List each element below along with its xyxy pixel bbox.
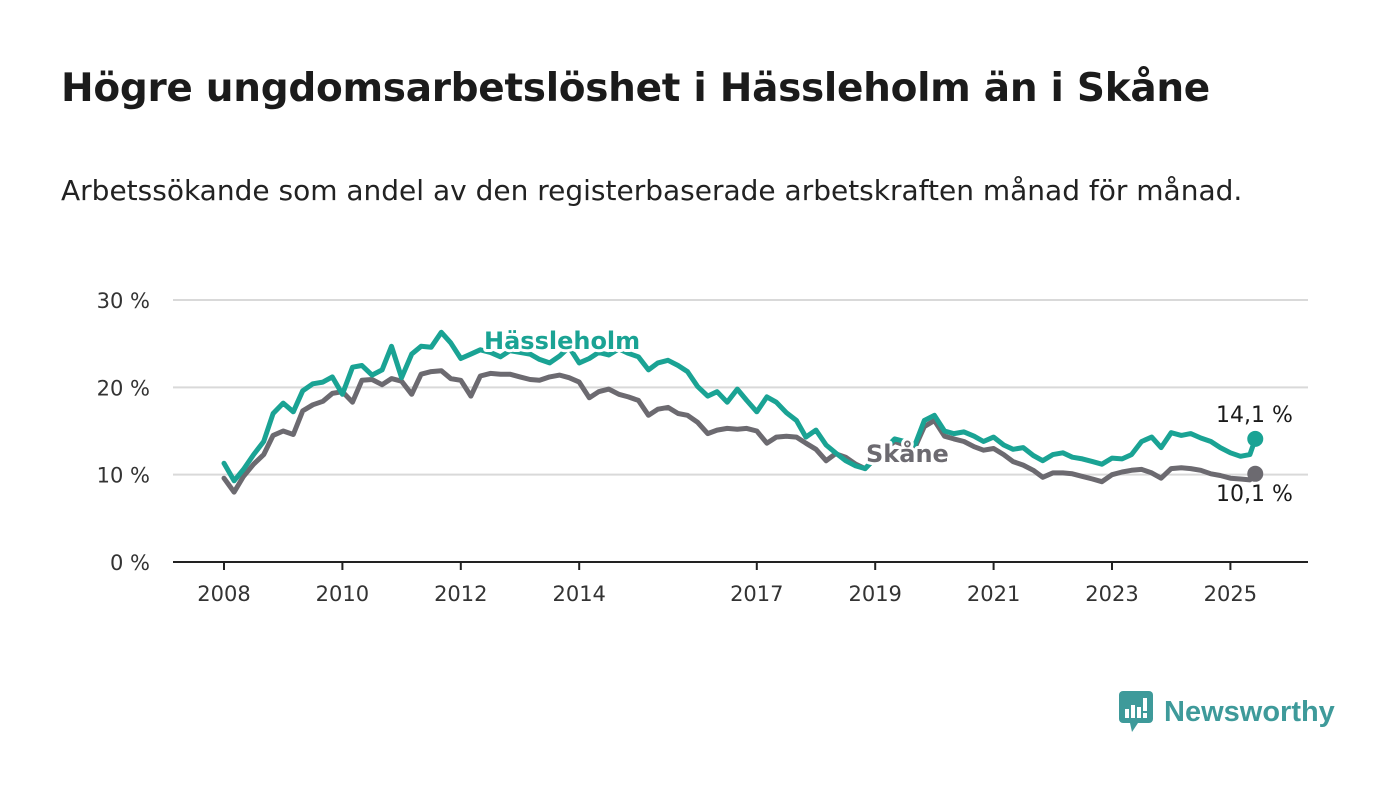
brand-logo: Newsworthy	[1118, 690, 1335, 734]
series-line-skane	[221, 368, 1258, 495]
end-label-skane: 10,1 %	[1216, 482, 1293, 507]
series-line-hassleholm	[221, 329, 1258, 484]
x-tick-label: 2008	[197, 582, 250, 606]
end-point-skane	[1247, 465, 1264, 482]
series-labels: Hässleholm Skåne	[481, 324, 952, 471]
end-label-hassleholm: 14,1 %	[1216, 403, 1293, 428]
x-tick-label: 2010	[316, 582, 369, 606]
series-label-hassleholm: Hässleholm	[484, 327, 640, 355]
x-tick-label: 2021	[967, 582, 1020, 606]
x-tick-label: 2012	[434, 582, 487, 606]
x-tick-label: 2023	[1085, 582, 1138, 606]
y-tick-label: 30 %	[97, 289, 150, 313]
chart-subtitle: Arbetssökande som andel av den registerb…	[61, 174, 1243, 207]
brand-name: Newsworthy	[1164, 695, 1335, 728]
x-tick-label: 2017	[730, 582, 783, 606]
y-tick-label: 0 %	[110, 551, 150, 575]
x-tick-label: 2014	[552, 582, 605, 606]
chart-title: Högre ungdomsarbetslöshet i Hässleholm ä…	[61, 66, 1210, 111]
x-tick-label: 2019	[848, 582, 901, 606]
x-axis: 2008 2010 2012 2014 2017 2019 2021 2023 2025	[173, 561, 1308, 606]
series-lines	[221, 329, 1264, 495]
end-point-hassleholm	[1247, 430, 1264, 447]
y-tick-label: 20 %	[97, 376, 150, 400]
y-axis-ticks: 0 % 10 % 20 % 30 %	[97, 289, 150, 575]
y-tick-label: 10 %	[97, 464, 150, 488]
series-label-skane: Skåne	[866, 439, 949, 468]
newsworthy-logo-icon	[1119, 691, 1153, 732]
x-tick-label: 2025	[1204, 582, 1257, 606]
end-values: 14,1 % 10,1 %	[1216, 403, 1293, 507]
